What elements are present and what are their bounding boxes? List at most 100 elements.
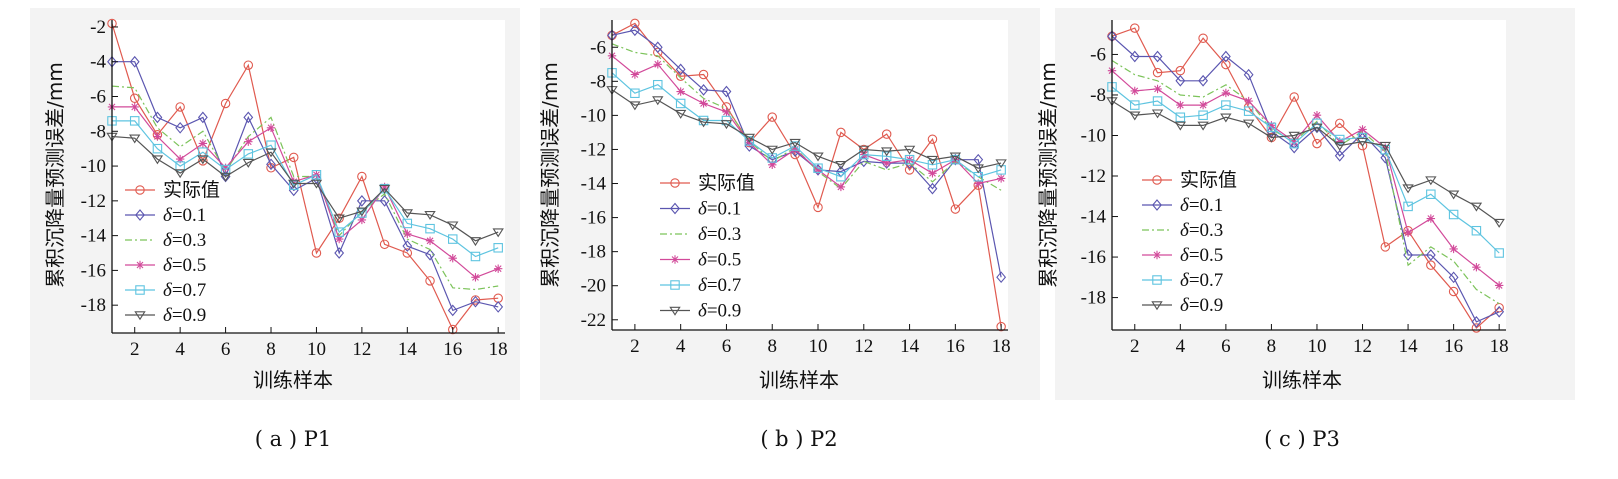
legend-marker <box>135 209 145 221</box>
data-point <box>903 145 916 155</box>
legend-label: δ=0.3 <box>1180 220 1223 241</box>
data-point <box>1130 100 1140 110</box>
legend-item-actual: 实际值 <box>125 179 220 201</box>
legend: 实际值 δ=0.1 δ=0.3 δ=0.5 δ=0.7 δ=0.9 <box>660 172 755 322</box>
data-point <box>996 321 1006 332</box>
subplot-caption: ( b ) P2 <box>760 427 837 451</box>
data-point <box>697 118 710 128</box>
data-point <box>744 140 755 152</box>
data-point <box>1448 286 1459 297</box>
data-point <box>175 102 185 112</box>
data-point <box>1130 86 1139 96</box>
x-tick-label: 6 <box>722 336 732 357</box>
legend-marker <box>1151 301 1163 311</box>
data-point <box>995 159 1007 169</box>
legend-label: δ=0.7 <box>163 280 206 301</box>
data-point <box>470 295 481 305</box>
data-point <box>699 99 708 108</box>
data-point <box>470 251 481 262</box>
data-point <box>904 154 915 165</box>
data-point <box>881 157 892 169</box>
series-line <box>112 106 499 279</box>
data-point <box>813 163 823 173</box>
data-point <box>1494 281 1504 290</box>
data-point <box>789 138 801 148</box>
data-point <box>1266 122 1277 133</box>
data-point <box>927 160 938 170</box>
data-point <box>1174 121 1187 131</box>
legend-label: δ=0.9 <box>698 301 741 322</box>
data-point <box>1152 67 1163 78</box>
y-tick-label: -20 <box>581 276 606 297</box>
x-tick-label: 8 <box>266 339 276 360</box>
series-line <box>611 22 1002 327</box>
y-tick-label: -22 <box>581 310 606 331</box>
legend-marker <box>1152 275 1162 285</box>
legend-label: 实际值 <box>163 179 220 201</box>
data-point <box>356 207 368 217</box>
data-point <box>1289 141 1300 154</box>
data-point <box>152 111 163 124</box>
data-point <box>174 169 186 179</box>
data-point <box>1290 137 1299 146</box>
data-point <box>244 137 253 146</box>
y-tick-label: -18 <box>581 242 606 263</box>
legend-item-delta-0.7: δ=0.7 <box>125 280 206 301</box>
data-point <box>675 98 686 109</box>
data-point <box>334 227 344 237</box>
legend-marker <box>134 311 146 321</box>
data-point <box>950 154 961 165</box>
legend-label: δ=0.1 <box>698 199 741 220</box>
x-tick-label: 4 <box>175 339 185 360</box>
legend-label: 实际值 <box>698 172 755 194</box>
legend-item-delta-0.5: δ=0.5 <box>1142 245 1223 266</box>
data-point <box>1494 305 1505 318</box>
data-point <box>676 87 685 96</box>
data-point <box>629 101 641 111</box>
data-point <box>630 70 640 79</box>
x-tick-label: 18 <box>1490 336 1509 357</box>
data-point <box>652 96 664 106</box>
data-point <box>1220 50 1231 63</box>
data-point <box>722 107 731 117</box>
data-point <box>357 215 367 225</box>
data-point <box>1312 138 1322 149</box>
data-point <box>151 155 164 165</box>
x-tick-label: 14 <box>900 336 920 357</box>
x-tick-label: 16 <box>946 336 965 357</box>
data-point <box>378 184 391 194</box>
data-point <box>744 136 755 146</box>
data-point <box>1220 113 1232 123</box>
y-tick-label: -12 <box>81 191 106 212</box>
data-point <box>1130 23 1140 33</box>
x-tick-label: 6 <box>221 339 231 360</box>
legend-item-delta-0.7: δ=0.7 <box>660 275 741 296</box>
legend-label: 实际值 <box>1180 169 1237 191</box>
data-point <box>447 304 458 317</box>
y-tick-label: -8 <box>1090 85 1106 106</box>
data-point <box>447 221 459 231</box>
data-point <box>1153 84 1162 94</box>
legend-marker <box>1152 250 1162 260</box>
data-point <box>996 165 1006 175</box>
data-point <box>425 223 435 234</box>
y-tick-label: -18 <box>81 295 106 316</box>
data-point <box>996 271 1007 284</box>
data-point <box>265 148 277 158</box>
y-tick-label: -12 <box>581 139 606 160</box>
series-line <box>111 23 499 331</box>
data-point <box>289 177 298 186</box>
data-point <box>1243 68 1254 81</box>
data-point <box>630 88 640 98</box>
data-point <box>357 171 367 182</box>
data-point <box>493 264 503 273</box>
data-point <box>1312 111 1322 120</box>
legend-label: δ=0.1 <box>1180 195 1223 216</box>
data-point <box>880 147 893 157</box>
data-point <box>1471 323 1482 333</box>
x-tick-label: 18 <box>992 336 1011 357</box>
data-point <box>1379 141 1391 151</box>
data-point <box>881 151 892 162</box>
series-delta-0.5 <box>107 102 503 282</box>
